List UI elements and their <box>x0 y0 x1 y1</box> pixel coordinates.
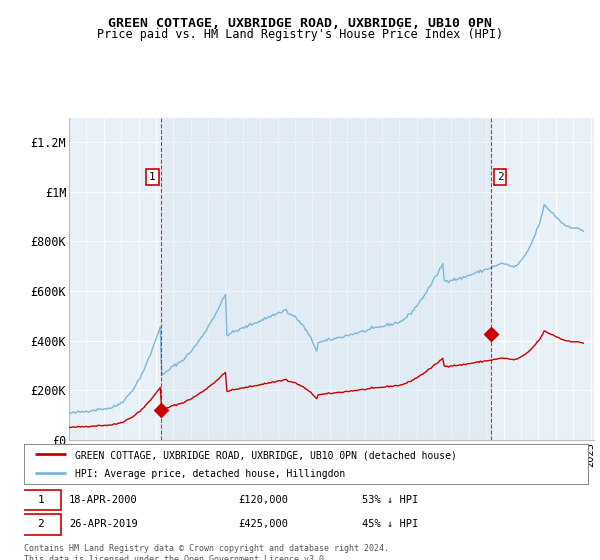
Text: 1: 1 <box>38 495 44 505</box>
Text: Price paid vs. HM Land Registry's House Price Index (HPI): Price paid vs. HM Land Registry's House … <box>97 28 503 41</box>
FancyBboxPatch shape <box>21 490 61 510</box>
Text: GREEN COTTAGE, UXBRIDGE ROAD, UXBRIDGE, UB10 0PN (detached house): GREEN COTTAGE, UXBRIDGE ROAD, UXBRIDGE, … <box>75 450 457 460</box>
Text: £425,000: £425,000 <box>238 520 289 530</box>
Text: 26-APR-2019: 26-APR-2019 <box>69 520 138 530</box>
Text: 2: 2 <box>497 172 503 182</box>
Text: 2: 2 <box>38 520 44 530</box>
Text: 45% ↓ HPI: 45% ↓ HPI <box>362 520 419 530</box>
Text: 1: 1 <box>149 172 156 182</box>
Point <box>487 330 496 339</box>
Text: £120,000: £120,000 <box>238 495 289 505</box>
Text: HPI: Average price, detached house, Hillingdon: HPI: Average price, detached house, Hill… <box>75 469 345 479</box>
Text: Contains HM Land Registry data © Crown copyright and database right 2024.
This d: Contains HM Land Registry data © Crown c… <box>24 544 389 560</box>
Text: 53% ↓ HPI: 53% ↓ HPI <box>362 495 419 505</box>
FancyBboxPatch shape <box>21 515 61 535</box>
Bar <box>161 118 491 440</box>
Point <box>157 405 166 414</box>
Text: GREEN COTTAGE, UXBRIDGE ROAD, UXBRIDGE, UB10 0PN: GREEN COTTAGE, UXBRIDGE ROAD, UXBRIDGE, … <box>108 17 492 30</box>
Text: 18-APR-2000: 18-APR-2000 <box>69 495 138 505</box>
